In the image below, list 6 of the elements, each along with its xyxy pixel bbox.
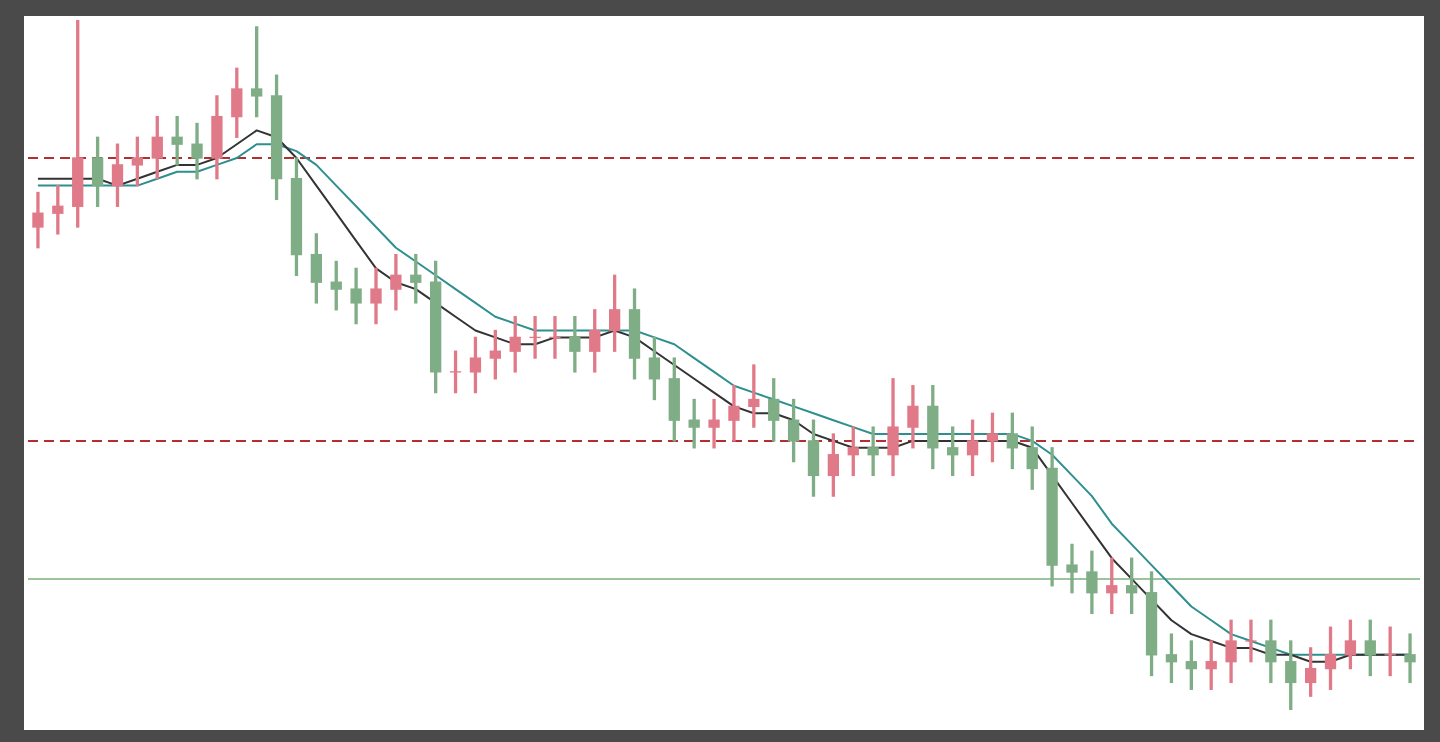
- candlestick: [867, 426, 879, 477]
- candlestick: [171, 115, 183, 166]
- candlestick: [1404, 633, 1416, 684]
- candlestick: [1245, 619, 1257, 663]
- candlestick: [708, 398, 720, 449]
- candlestick: [1066, 543, 1078, 594]
